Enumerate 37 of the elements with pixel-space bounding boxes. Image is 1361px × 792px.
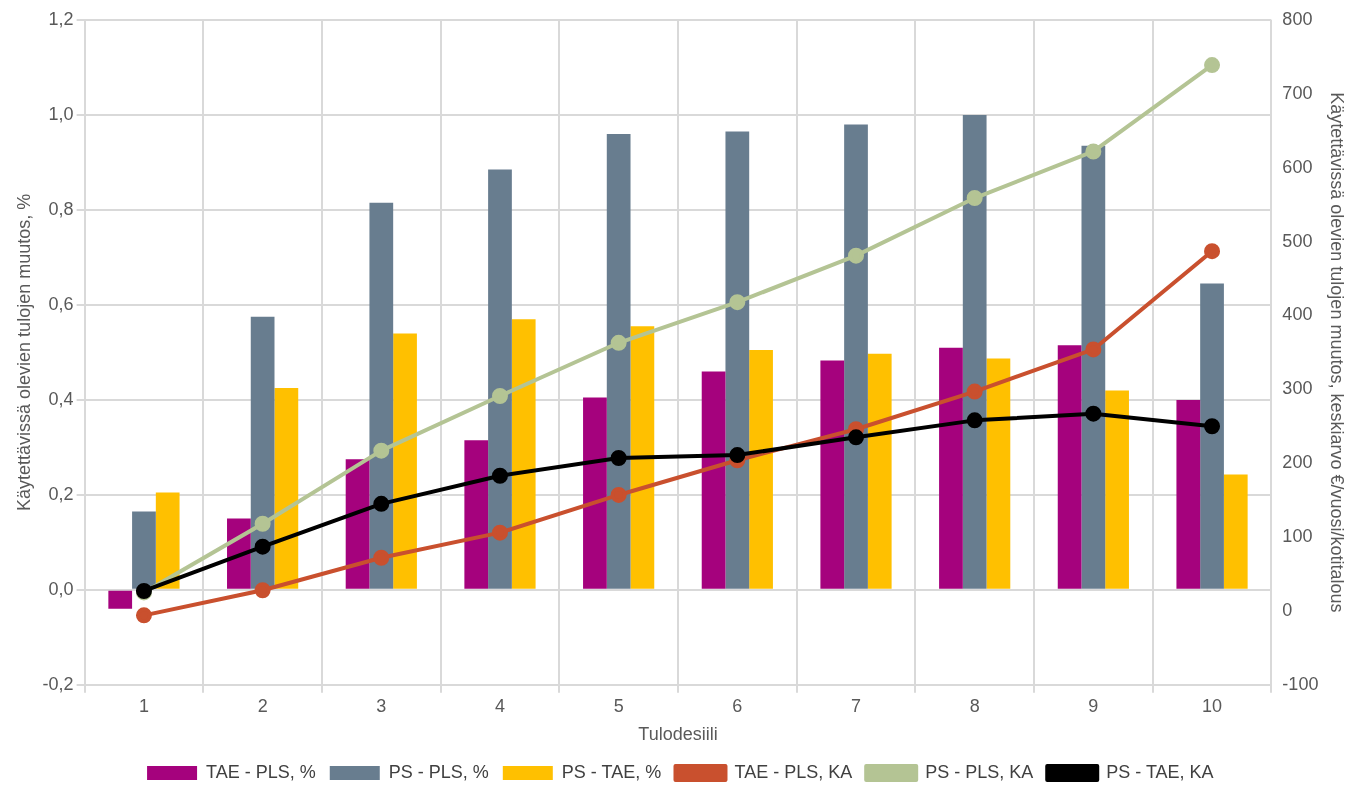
y-tick-label: 0,8	[48, 198, 74, 219]
y2-tick-label: 600	[1282, 156, 1313, 177]
y2-tick-label: -100	[1282, 673, 1319, 694]
x-tick-label: 9	[1088, 695, 1099, 716]
x-tick-label: 7	[851, 695, 862, 716]
legend-label: PS - TAE, %	[561, 761, 662, 782]
y-axis-title: Käytettävissä olevien tulojen muutos, %	[13, 193, 34, 511]
y2-tick-label: 0	[1282, 599, 1293, 620]
y2-tick-label: 500	[1282, 230, 1313, 251]
x-axis-title: Tulodesiili	[638, 724, 718, 745]
y-tick-label: 0,0	[48, 578, 74, 599]
y2-tick-label: 400	[1282, 304, 1313, 325]
x-tick-label: 4	[494, 695, 505, 716]
y2-tick-label: 200	[1282, 452, 1313, 473]
y2-axis-title: Käytettävissä olevien tulojen muutos, keskiarvo €/vuosi/kotitalous	[1327, 92, 1348, 613]
legend-label: TAE - PLS, %	[206, 761, 316, 782]
x-tick-label: 5	[613, 695, 624, 716]
y-tick-label: 1,2	[48, 8, 74, 29]
legend-label: PS - PLS, %	[388, 761, 489, 782]
legend-label: PS - TAE, KA	[1106, 761, 1214, 782]
legend-label: PS - PLS, KA	[925, 761, 1034, 782]
x-tick-label: 3	[376, 695, 387, 716]
y-tick-label: 1,0	[48, 103, 74, 124]
x-tick-label: 2	[257, 695, 268, 716]
y-tick-label: 0,2	[48, 483, 74, 504]
legend-label: TAE - PLS, KA	[734, 761, 853, 782]
y-tick-label: 0,4	[48, 388, 74, 409]
x-tick-label: 10	[1202, 695, 1223, 716]
x-tick-label: 8	[969, 695, 980, 716]
y2-tick-label: 100	[1282, 526, 1313, 547]
y2-tick-label: 800	[1282, 8, 1313, 29]
y-tick-label: 0,6	[48, 293, 74, 314]
y-tick-label: -0,2	[42, 673, 74, 694]
x-tick-label: 1	[138, 695, 149, 716]
y2-tick-label: 300	[1282, 378, 1313, 399]
x-tick-label: 6	[732, 695, 743, 716]
y2-tick-label: 700	[1282, 82, 1313, 103]
